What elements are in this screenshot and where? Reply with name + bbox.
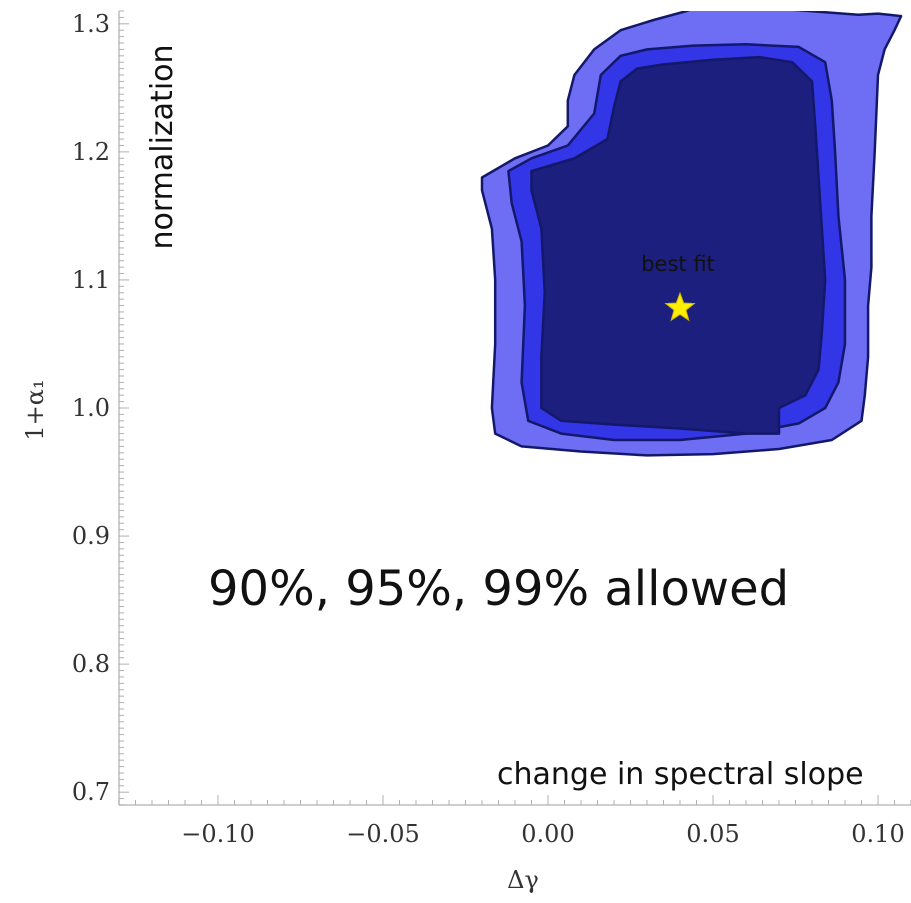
spectral-slope-annotation: change in spectral slope [497,757,864,792]
x-tick-label: −0.05 [346,820,420,848]
normalization-annotation: normalization [145,44,180,249]
y-tick-label: 0.9 [72,522,110,550]
allowed-annotation: 90%, 95%, 99% allowed [208,561,789,617]
x-axis-title: Δγ [507,866,539,894]
y-tick-label: 1.3 [72,10,110,38]
y-tick-label: 0.8 [72,650,110,678]
y-tick-label: 1.1 [72,266,110,294]
y-tick-label: 1.0 [72,394,110,422]
x-tick-label: 0.05 [686,820,739,848]
best-fit-label: best fit [641,252,715,276]
x-tick-label: 0.10 [851,820,904,848]
x-tick-label: 0.00 [521,820,574,848]
y-tick-label: 0.7 [72,778,110,806]
confidence-regions [482,6,901,456]
y-tick-label: 1.2 [72,138,110,166]
y-axis-title: 1+α₁ [21,379,49,440]
x-tick-label: −0.10 [181,820,255,848]
